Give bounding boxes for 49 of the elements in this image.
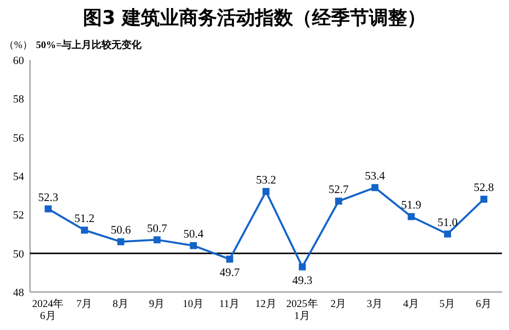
data-label: 53.2	[256, 174, 276, 186]
point	[80, 226, 88, 234]
point	[44, 205, 52, 212]
x-tick-label: 8月	[112, 298, 129, 310]
point	[444, 230, 452, 238]
data-label: 51.2	[74, 213, 95, 226]
data-label: 49.3	[292, 274, 313, 287]
point	[226, 256, 234, 263]
y-tick-label: 60	[13, 55, 24, 67]
point	[154, 236, 161, 244]
data-label: 52.8	[474, 182, 494, 194]
x-tick-label: 9月	[148, 298, 166, 310]
point	[298, 263, 306, 270]
point	[371, 184, 378, 192]
chart-title: 图3 建筑业商务活动指数（经季节调整）	[83, 7, 426, 29]
data-label: 50.7	[147, 222, 168, 235]
data-label: 52.7	[328, 184, 349, 196]
point	[262, 188, 270, 195]
x-tick-label: 2024年 6月	[32, 298, 64, 322]
y-axis-title: （%）	[4, 40, 32, 51]
data-label: 50.4	[183, 228, 204, 241]
x-tick-label: 6月	[476, 298, 492, 310]
point	[480, 196, 488, 203]
data-label: 51.0	[437, 217, 458, 229]
x-tick-label: 11月	[219, 298, 240, 310]
x-tick-label: 10月	[182, 298, 204, 310]
x-tick-label: 5月	[439, 298, 456, 310]
point	[335, 198, 342, 205]
x-tick-label: 4月	[403, 298, 420, 310]
point	[408, 213, 415, 220]
y-tick-label: 48	[13, 287, 24, 299]
point	[190, 242, 197, 250]
x-tick-label: 2025年 1月	[286, 298, 318, 322]
y-tick-label: 54	[13, 171, 24, 183]
y-tick-label: 50	[13, 248, 24, 260]
y-tick-label: 58	[13, 94, 24, 106]
data-label: 52.3	[38, 192, 58, 204]
x-tick-label: 2月	[330, 298, 347, 310]
x-tick-label: 7月	[76, 298, 93, 310]
point	[117, 238, 124, 246]
data-label: 50.6	[110, 224, 132, 237]
text: 50%=与上月比较无变化	[36, 39, 143, 51]
data-label: 53.4	[364, 170, 386, 183]
y-tick-label: 56	[13, 132, 24, 144]
x-tick-label: 3月	[366, 298, 384, 310]
y-tick-label: 52	[13, 210, 24, 222]
x-tick-label: 12月	[255, 298, 277, 310]
data-label: 51.9	[401, 200, 422, 212]
data-label: 49.7	[220, 267, 240, 280]
